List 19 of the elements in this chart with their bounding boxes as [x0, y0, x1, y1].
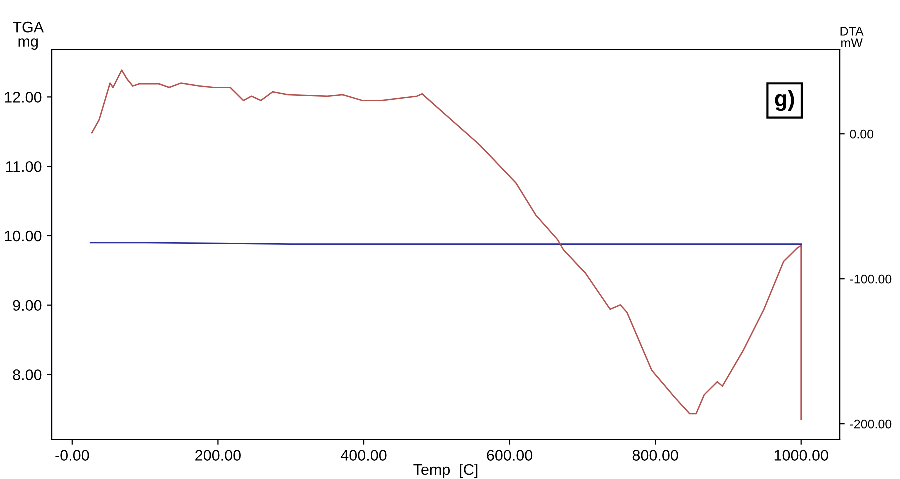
line-series	[91, 70, 802, 420]
x-tick-label: 600.00	[487, 450, 533, 461]
x-tick-label: -0.00	[56, 450, 90, 461]
y-axis-title: TGA mg	[13, 22, 44, 50]
x-tick-label: 200.00	[196, 450, 241, 461]
y2-tick-label: -100.00	[850, 274, 892, 284]
y2-tick-label: 0.00	[850, 130, 874, 139]
annotation: g)	[775, 90, 794, 112]
x-tick-label: 1000.00	[774, 450, 828, 461]
y-tick-label: 12.00	[5, 92, 42, 103]
y2-tick-label: -200.00	[850, 420, 892, 429]
x-axis-title: Temp [C]	[414, 464, 478, 478]
y-tick-label: 11.00	[6, 161, 42, 172]
y-tick-label: 10.00	[5, 230, 42, 242]
x-tick-label: 800.00	[632, 450, 678, 461]
x-tick-label: 400.00	[340, 450, 387, 461]
y2-axis-title: DTA mW	[840, 27, 864, 48]
y-tick-label: 8.00	[13, 370, 42, 380]
y-tick-label: 9.00	[13, 300, 42, 312]
